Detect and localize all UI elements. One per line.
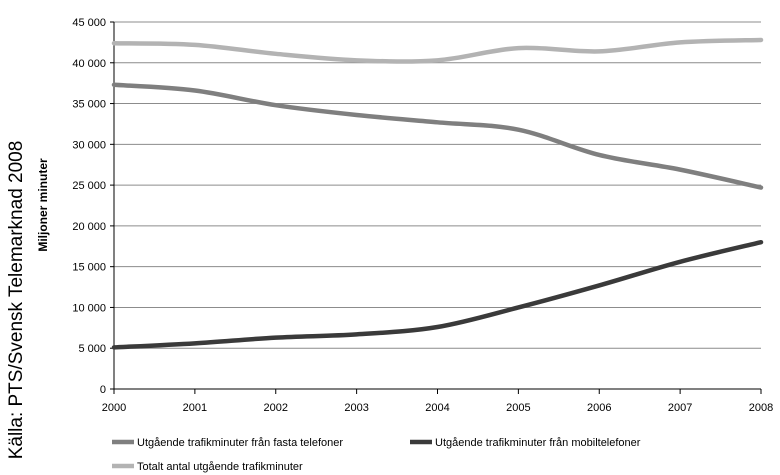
x-tick-label: 2006 [587, 402, 611, 414]
series-line-3 [111, 37, 764, 64]
source-note: Källa: PTS/Svensk Telemarknad 2008 [6, 141, 27, 460]
y-tick-label: 15 000 [72, 262, 106, 274]
y-tick-label: 25 000 [72, 180, 106, 192]
x-tick-label: 2004 [425, 402, 449, 414]
legend: Utgående trafikminuter från fasta telefo… [112, 437, 641, 473]
x-tick-label: 2001 [183, 402, 207, 414]
y-tick-label: 35 000 [72, 99, 106, 111]
legend-label-3: Totalt antal utgående trafikminuter [137, 461, 303, 473]
x-tick-label: 2002 [264, 402, 288, 414]
legend-label-1: Utgående trafikminuter från fasta telefo… [137, 437, 343, 449]
grid [114, 21, 761, 349]
legend-label-2: Utgående trafikminuter från mobiltelefon… [435, 437, 641, 449]
y-tick-label: 40 000 [72, 58, 106, 70]
series-line-2 [111, 239, 764, 350]
y-tick-label: 45 000 [72, 17, 106, 29]
y-tick-label: 20 000 [72, 221, 106, 233]
x-tick-label: 2000 [102, 402, 126, 414]
y-tick-label: 5 000 [78, 343, 106, 355]
y-axis-label: Miljoner minuter [36, 158, 50, 252]
y-tick-label: 30 000 [72, 139, 106, 151]
series-line-1 [111, 82, 764, 190]
x-tick-label: 2005 [506, 402, 530, 414]
x-tick-label: 2008 [749, 402, 773, 414]
x-tick-label: 2003 [344, 402, 368, 414]
series-lines [111, 37, 764, 350]
y-tick-label: 0 [100, 384, 106, 396]
x-tick-label: 2007 [668, 402, 692, 414]
y-tick-label: 10 000 [72, 302, 106, 314]
axes: 0 5 000 10 000 15 000 20 000 25 000 30 000 35 0… [72, 17, 773, 414]
